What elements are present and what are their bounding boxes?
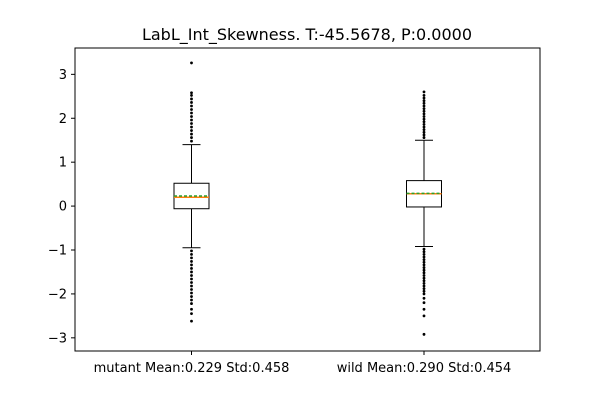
outlier-point bbox=[422, 332, 426, 336]
outlier-point bbox=[422, 107, 426, 110]
outlier-point bbox=[190, 270, 193, 274]
outlier-point bbox=[422, 136, 426, 139]
y-tick-label: −2 bbox=[48, 287, 67, 302]
outlier-point bbox=[422, 279, 426, 283]
outlier-point bbox=[422, 287, 426, 291]
x-tick-label: mutant Mean:0.229 Std:0.458 bbox=[94, 361, 290, 376]
outlier-point bbox=[422, 101, 426, 105]
outlier-point bbox=[422, 289, 426, 293]
outlier-point bbox=[422, 292, 426, 296]
outlier-point bbox=[422, 268, 426, 272]
outlier-point bbox=[422, 115, 426, 118]
outlier-point bbox=[422, 271, 426, 275]
plot-area bbox=[173, 61, 442, 336]
outlier-point bbox=[422, 301, 426, 305]
outlier-point bbox=[190, 108, 193, 111]
y-tick-label: 2 bbox=[59, 112, 67, 127]
outlier-point bbox=[422, 274, 426, 277]
outlier-point bbox=[190, 94, 193, 97]
outlier-point bbox=[422, 276, 426, 280]
axes: −3 −2 −1 0 1 2 3 mutant Mean:0.229 Std:0.458 wil… bbox=[48, 47, 541, 376]
outlier-point bbox=[422, 133, 426, 137]
outlier-point bbox=[190, 295, 193, 298]
outlier-point bbox=[190, 298, 193, 302]
outlier-point bbox=[190, 118, 193, 122]
outlier-point bbox=[190, 260, 193, 263]
outlier-point bbox=[422, 120, 426, 124]
outlier-point bbox=[190, 281, 193, 284]
outlier-point bbox=[190, 125, 193, 129]
outlier-point bbox=[190, 256, 193, 260]
outlier-point bbox=[190, 111, 193, 115]
outlier-point bbox=[190, 136, 193, 139]
outlier-point bbox=[422, 130, 426, 134]
outlier-point bbox=[190, 274, 193, 277]
y-tick-label: 0 bbox=[59, 200, 67, 215]
outlier-point bbox=[422, 112, 426, 116]
outlier-point bbox=[422, 255, 426, 259]
outlier-point bbox=[190, 129, 193, 132]
outlier-point bbox=[422, 263, 426, 267]
outlier-point bbox=[190, 252, 193, 256]
axes-frame bbox=[74, 47, 541, 352]
outlier-point bbox=[190, 115, 193, 118]
outlier-point bbox=[190, 139, 193, 143]
outlier-point bbox=[422, 125, 426, 129]
chart-title: LabL_Int_Skewness. T:-45.5678, P:0.0000 bbox=[142, 25, 472, 45]
outlier-point bbox=[422, 96, 426, 100]
outlier-point bbox=[422, 104, 426, 108]
outlier-point bbox=[422, 281, 426, 285]
outlier-point bbox=[422, 128, 426, 132]
outlier-point bbox=[190, 307, 193, 311]
outlier-point bbox=[190, 319, 193, 323]
x-tick-label: wild Mean:0.290 Std:0.454 bbox=[337, 361, 512, 376]
y-tick-label: −3 bbox=[48, 331, 67, 346]
outlier-point bbox=[190, 291, 193, 295]
outlier-point bbox=[190, 267, 193, 270]
outlier-point bbox=[422, 258, 426, 262]
outlier-point bbox=[190, 302, 193, 305]
outlier-point bbox=[190, 132, 193, 136]
outlier-point bbox=[190, 249, 193, 253]
outlier-point bbox=[422, 252, 426, 256]
outlier-point bbox=[190, 97, 193, 101]
y-tick-label: 1 bbox=[59, 156, 67, 171]
outlier-point bbox=[190, 312, 193, 316]
outlier-point bbox=[422, 94, 426, 97]
outlier-point bbox=[422, 314, 426, 318]
outlier-point bbox=[190, 61, 193, 65]
y-tick-label: −1 bbox=[48, 244, 67, 259]
outlier-point bbox=[190, 263, 193, 267]
outlier-point bbox=[422, 109, 426, 113]
outlier-point bbox=[422, 266, 426, 269]
y-tick-label: 3 bbox=[59, 68, 67, 83]
outlier-point bbox=[422, 284, 426, 288]
outlier-point bbox=[422, 250, 426, 254]
outlier-point bbox=[422, 117, 426, 121]
outlier-point bbox=[190, 104, 193, 108]
outlier-point bbox=[190, 288, 193, 291]
outlier-point bbox=[190, 284, 193, 288]
outlier-point bbox=[422, 247, 426, 251]
outlier-point bbox=[190, 101, 193, 104]
outlier-point bbox=[190, 277, 193, 281]
outlier-point bbox=[422, 260, 426, 264]
outlier-point bbox=[422, 123, 426, 126]
outlier-point bbox=[190, 91, 193, 95]
outlier-point bbox=[422, 99, 426, 103]
outlier-point bbox=[422, 307, 426, 311]
outlier-point bbox=[422, 90, 426, 94]
outlier-point bbox=[190, 122, 193, 125]
outlier-point bbox=[422, 296, 426, 300]
